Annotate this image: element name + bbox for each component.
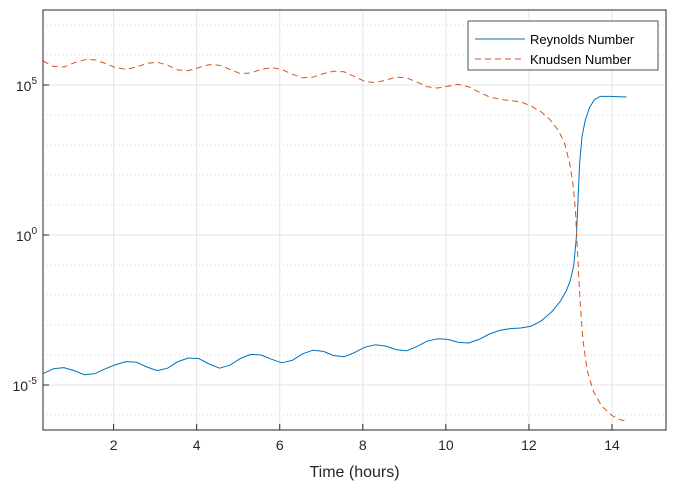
- y-tick-label-exponent: 0: [31, 226, 37, 237]
- x-tick-label: 10: [438, 437, 454, 453]
- legend-box: [467, 20, 659, 71]
- series-line-knudsen: [42, 59, 627, 422]
- x-tick-label: 4: [193, 437, 201, 453]
- x-axis-label: Time (hours): [309, 464, 399, 481]
- plot-area: [43, 10, 666, 430]
- x-tick-label: 14: [604, 437, 620, 453]
- y-tick-label: 105: [16, 76, 38, 94]
- legend-label-reynolds: Reynolds Number: [530, 32, 635, 47]
- legend: Reynolds Number Knudsen Number: [467, 20, 659, 71]
- x-tick-label: 6: [276, 437, 284, 453]
- series-line-reynolds: [42, 95, 627, 376]
- y-tick-label-base: 10: [16, 228, 32, 244]
- x-tick-label: 8: [359, 437, 367, 453]
- y-tick-label: 100: [16, 226, 38, 244]
- grid-layer: [43, 10, 666, 430]
- y-tick-label: 10-5: [13, 376, 38, 394]
- x-tick-label: 2: [110, 437, 118, 453]
- x-tick-label: 12: [521, 437, 537, 453]
- legend-label-knudsen: Knudsen Number: [530, 52, 632, 67]
- y-tick-label-exponent: -5: [28, 376, 37, 387]
- y-tick-label-base: 10: [16, 78, 32, 94]
- y-tick-label-base: 10: [13, 378, 29, 394]
- axes-box: [42, 9, 667, 431]
- series-layer: [42, 59, 627, 422]
- y-tick-label-exponent: 5: [31, 76, 37, 87]
